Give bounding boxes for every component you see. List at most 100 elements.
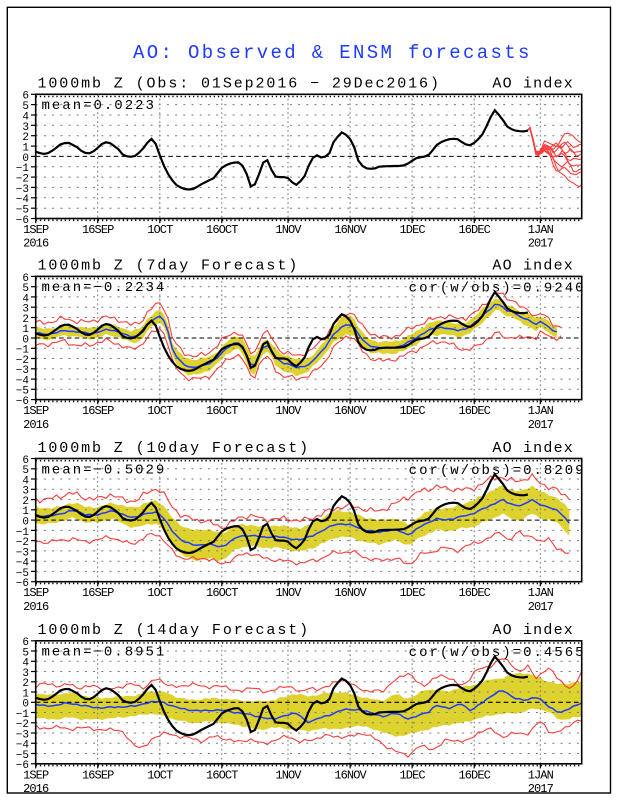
svg-text:−4: −4: [16, 376, 30, 388]
svg-text:mean=0.0223: mean=0.0223: [42, 98, 156, 114]
svg-text:5: 5: [22, 101, 29, 113]
svg-text:−2: −2: [16, 355, 29, 367]
svg-text:6: 6: [22, 637, 29, 649]
svg-text:AO index: AO index: [492, 622, 574, 639]
svg-text:16SEP: 16SEP: [82, 404, 114, 418]
svg-text:3: 3: [22, 304, 29, 316]
svg-text:2016: 2016: [23, 600, 49, 614]
svg-text:1: 1: [22, 688, 29, 700]
svg-text:1OCT: 1OCT: [147, 768, 173, 782]
svg-text:mean=−0.8951: mean=−0.8951: [42, 645, 167, 661]
svg-text:−2: −2: [16, 174, 29, 186]
svg-text:2: 2: [22, 132, 29, 144]
svg-text:5: 5: [22, 283, 29, 295]
svg-text:−6: −6: [16, 396, 29, 408]
svg-text:0: 0: [22, 517, 29, 529]
svg-text:16NOV: 16NOV: [334, 404, 367, 418]
svg-text:−1: −1: [16, 527, 30, 539]
svg-text:16OCT: 16OCT: [206, 768, 238, 782]
svg-text:−5: −5: [16, 386, 29, 398]
svg-text:1DEC: 1DEC: [399, 768, 425, 782]
svg-text:−3: −3: [16, 547, 29, 559]
svg-text:−1: −1: [16, 709, 30, 721]
svg-text:2017: 2017: [528, 782, 554, 796]
svg-text:16SEP: 16SEP: [82, 586, 114, 600]
svg-text:cor(w/obs)=0.4565: cor(w/obs)=0.4565: [409, 645, 586, 661]
svg-text:1JAN: 1JAN: [528, 404, 554, 418]
svg-text:1000mb Z (Obs: 01Sep2016 − 29D: 1000mb Z (Obs: 01Sep2016 − 29Dec2016): [38, 76, 441, 93]
svg-text:1000mb Z (10day Forecast): 1000mb Z (10day Forecast): [38, 440, 311, 457]
svg-text:1: 1: [22, 143, 29, 155]
svg-text:16SEP: 16SEP: [82, 223, 114, 237]
svg-text:1DEC: 1DEC: [399, 586, 425, 600]
svg-text:1000mb Z (7day Forecast): 1000mb Z (7day Forecast): [38, 258, 300, 275]
svg-text:16OCT: 16OCT: [206, 404, 238, 418]
svg-text:−5: −5: [16, 750, 29, 762]
svg-text:−1: −1: [16, 345, 30, 357]
svg-text:4: 4: [22, 293, 29, 305]
svg-text:2017: 2017: [528, 237, 554, 251]
svg-text:0: 0: [22, 699, 29, 711]
svg-text:6: 6: [22, 273, 29, 285]
svg-text:5: 5: [22, 465, 29, 477]
svg-text:−5: −5: [16, 568, 29, 580]
svg-text:1SEP: 1SEP: [23, 223, 49, 237]
svg-text:cor(w/obs)=0.8209: cor(w/obs)=0.8209: [409, 463, 586, 479]
svg-text:2: 2: [22, 678, 29, 690]
svg-text:1JAN: 1JAN: [528, 223, 554, 237]
svg-text:2016: 2016: [23, 782, 49, 796]
svg-text:−5: −5: [16, 205, 29, 217]
svg-text:1SEP: 1SEP: [23, 586, 49, 600]
svg-text:1OCT: 1OCT: [147, 223, 173, 237]
svg-text:mean=−0.5029: mean=−0.5029: [42, 462, 167, 478]
svg-text:−3: −3: [16, 365, 29, 377]
svg-text:2017: 2017: [528, 418, 554, 432]
svg-text:16SEP: 16SEP: [82, 768, 114, 782]
svg-text:−4: −4: [16, 558, 30, 570]
svg-text:−2: −2: [16, 537, 29, 549]
svg-text:4: 4: [22, 658, 29, 670]
svg-text:16OCT: 16OCT: [206, 586, 238, 600]
svg-text:1JAN: 1JAN: [528, 586, 554, 600]
svg-text:2017: 2017: [528, 600, 554, 614]
svg-text:16DEC: 16DEC: [458, 586, 490, 600]
svg-text:2: 2: [22, 314, 29, 326]
svg-text:3: 3: [22, 122, 29, 134]
svg-text:1OCT: 1OCT: [147, 404, 173, 418]
svg-text:1: 1: [22, 506, 29, 518]
svg-text:−6: −6: [16, 578, 29, 590]
svg-text:1DEC: 1DEC: [399, 404, 425, 418]
svg-text:−2: −2: [16, 719, 29, 731]
svg-text:AO index: AO index: [492, 440, 574, 457]
svg-text:AO index: AO index: [492, 258, 574, 275]
svg-text:1JAN: 1JAN: [528, 768, 554, 782]
svg-text:2016: 2016: [23, 418, 49, 432]
svg-text:−3: −3: [16, 729, 29, 741]
svg-text:6: 6: [22, 455, 29, 467]
svg-text:1DEC: 1DEC: [399, 223, 425, 237]
svg-text:1SEP: 1SEP: [23, 768, 49, 782]
svg-text:−4: −4: [16, 740, 30, 752]
svg-text:1NOV: 1NOV: [275, 223, 302, 237]
svg-text:16OCT: 16OCT: [206, 223, 238, 237]
svg-text:1SEP: 1SEP: [23, 404, 49, 418]
svg-text:−6: −6: [16, 215, 29, 227]
svg-text:6: 6: [22, 91, 29, 103]
svg-text:−3: −3: [16, 184, 29, 196]
svg-text:16DEC: 16DEC: [458, 768, 490, 782]
svg-text:0: 0: [22, 334, 29, 346]
svg-text:16NOV: 16NOV: [334, 768, 367, 782]
svg-text:cor(w/obs)=0.9240: cor(w/obs)=0.9240: [409, 281, 586, 297]
svg-text:2016: 2016: [23, 237, 49, 251]
svg-text:16DEC: 16DEC: [458, 404, 490, 418]
svg-text:−6: −6: [16, 760, 29, 772]
svg-text:16NOV: 16NOV: [334, 586, 367, 600]
svg-text:1NOV: 1NOV: [275, 768, 302, 782]
svg-text:3: 3: [22, 486, 29, 498]
svg-text:−1: −1: [16, 163, 30, 175]
svg-text:16NOV: 16NOV: [334, 223, 367, 237]
svg-text:1OCT: 1OCT: [147, 586, 173, 600]
svg-text:5: 5: [22, 647, 29, 659]
svg-text:0: 0: [22, 153, 29, 165]
svg-text:16DEC: 16DEC: [458, 223, 490, 237]
